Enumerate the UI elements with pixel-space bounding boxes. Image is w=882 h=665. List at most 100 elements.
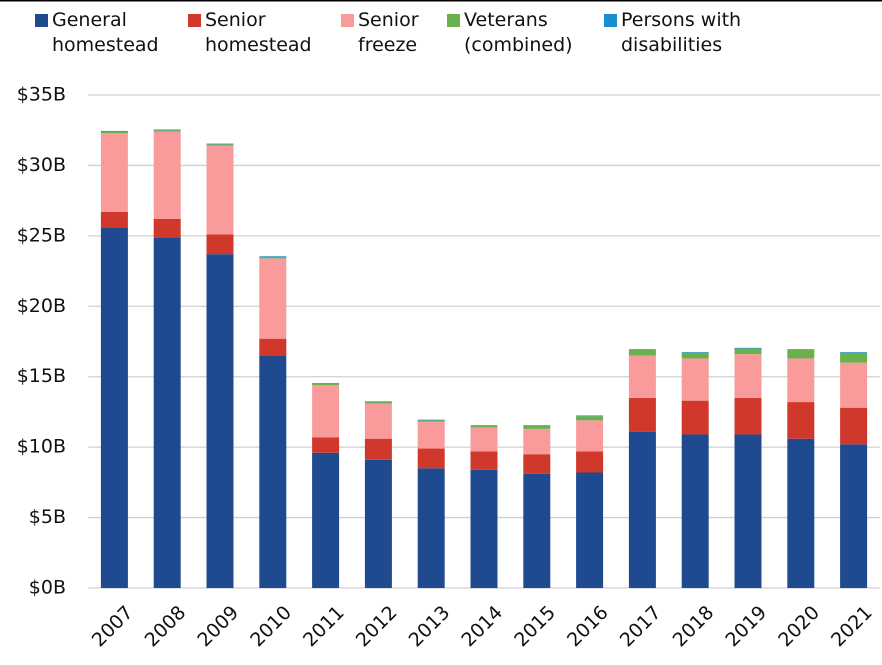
bar-segment [576,415,604,417]
x-tick-label: 2015 [510,602,560,652]
bar-segment [628,349,656,356]
bar-segment [681,358,709,401]
bar-segment [576,472,604,588]
x-tick-label: 2007 [88,602,138,652]
legend-item: Senior freeze [341,8,420,58]
bar-segment [523,473,551,588]
bar-segment [100,131,128,134]
bar-segment [259,355,287,588]
bar-segment [787,349,815,359]
bar-segment [523,426,551,429]
bar-segment [470,426,498,428]
bar-segment [364,401,392,403]
bar-segment [628,355,656,398]
x-tick-label: 2021 [827,602,877,652]
bar-segment [100,211,128,228]
bar-segment [312,385,340,438]
bar-segment [470,469,498,588]
bar-segment [364,403,392,439]
bar-segment [470,425,498,427]
bar-segment [259,256,287,259]
x-tick-label: 2016 [563,602,613,652]
y-tick-label: $30B [17,154,66,176]
x-tick-label: 2011 [299,602,349,652]
bar-segment [576,416,604,421]
y-tick-label: $25B [17,224,66,246]
legend-item: Veterans (combined) [447,8,589,58]
bar-segment [153,131,181,219]
bar-segment [312,383,340,384]
bar-segment [206,145,234,235]
legend-item: Persons with disabilities [604,8,746,58]
bar-segment [734,354,762,398]
bar-segment [364,438,392,460]
x-tick-label: 2010 [246,602,296,652]
bar-segment [100,227,128,589]
x-tick-label: 2012 [352,602,402,652]
bar-segment [364,459,392,588]
bar-segment [364,402,392,404]
legend-label: Persons with disabilities [621,9,742,56]
bar-segment [681,352,709,353]
legend-label: General homestead [52,9,159,56]
bar-segment [206,143,234,145]
bar-segment [259,338,287,356]
bar-segment [417,448,445,469]
bar-segment [312,452,340,588]
bar-segment [840,362,868,408]
bar-segment [523,428,551,455]
bar-segment [681,400,709,435]
bar-segment [417,468,445,588]
bar-segment [734,348,762,355]
bar-segment [153,237,181,588]
legend-item: General homestead [35,8,162,58]
bar-segment [787,438,815,588]
x-tick-label: 2020 [774,602,824,652]
bar-segment [628,431,656,588]
bar-segment [100,130,128,132]
bar-segment [681,434,709,588]
x-tick-label: 2017 [616,602,666,652]
bar-segment [206,144,234,146]
legend-swatch [604,14,617,27]
bar-segment [787,402,815,439]
bar-segment [734,397,762,435]
x-tick-label: 2018 [669,602,719,652]
bar-segment [840,407,868,445]
bar-segment [259,256,287,257]
bar-segment [153,129,181,131]
bar-segment [312,437,340,453]
bar-segment [734,347,762,349]
y-tick-label: $20B [17,295,66,317]
bar-segment [734,434,762,588]
y-tick-label: $15B [17,365,66,387]
bar-segment [417,420,445,422]
x-tick-label: 2008 [141,602,191,652]
bar-segment [417,421,445,449]
x-tick-label: 2014 [457,602,507,652]
legend-label: Senior homestead [205,9,312,56]
legend-swatch [188,14,201,27]
bar-segment [576,451,604,473]
y-tick-label: $5B [29,506,66,528]
bar-segment [312,383,340,386]
bar-segment [153,218,181,238]
x-tick-label: 2013 [405,602,455,652]
bar-segment [840,352,868,363]
bar-segment [153,130,181,132]
bar-segment [417,419,445,421]
bar-segment [523,425,551,427]
bar-segment [470,427,498,452]
bar-segment [787,358,815,403]
bar-segment [470,451,498,470]
legend-label: Veterans (combined) [464,9,573,56]
bar-segment [259,258,287,339]
bar-segment [576,420,604,452]
bar-segment [628,397,656,432]
bar-segment [681,352,709,359]
legend-swatch [447,14,460,27]
legend: General homestead Senior homestead Senior … [0,8,882,68]
bar-segment [100,133,128,212]
